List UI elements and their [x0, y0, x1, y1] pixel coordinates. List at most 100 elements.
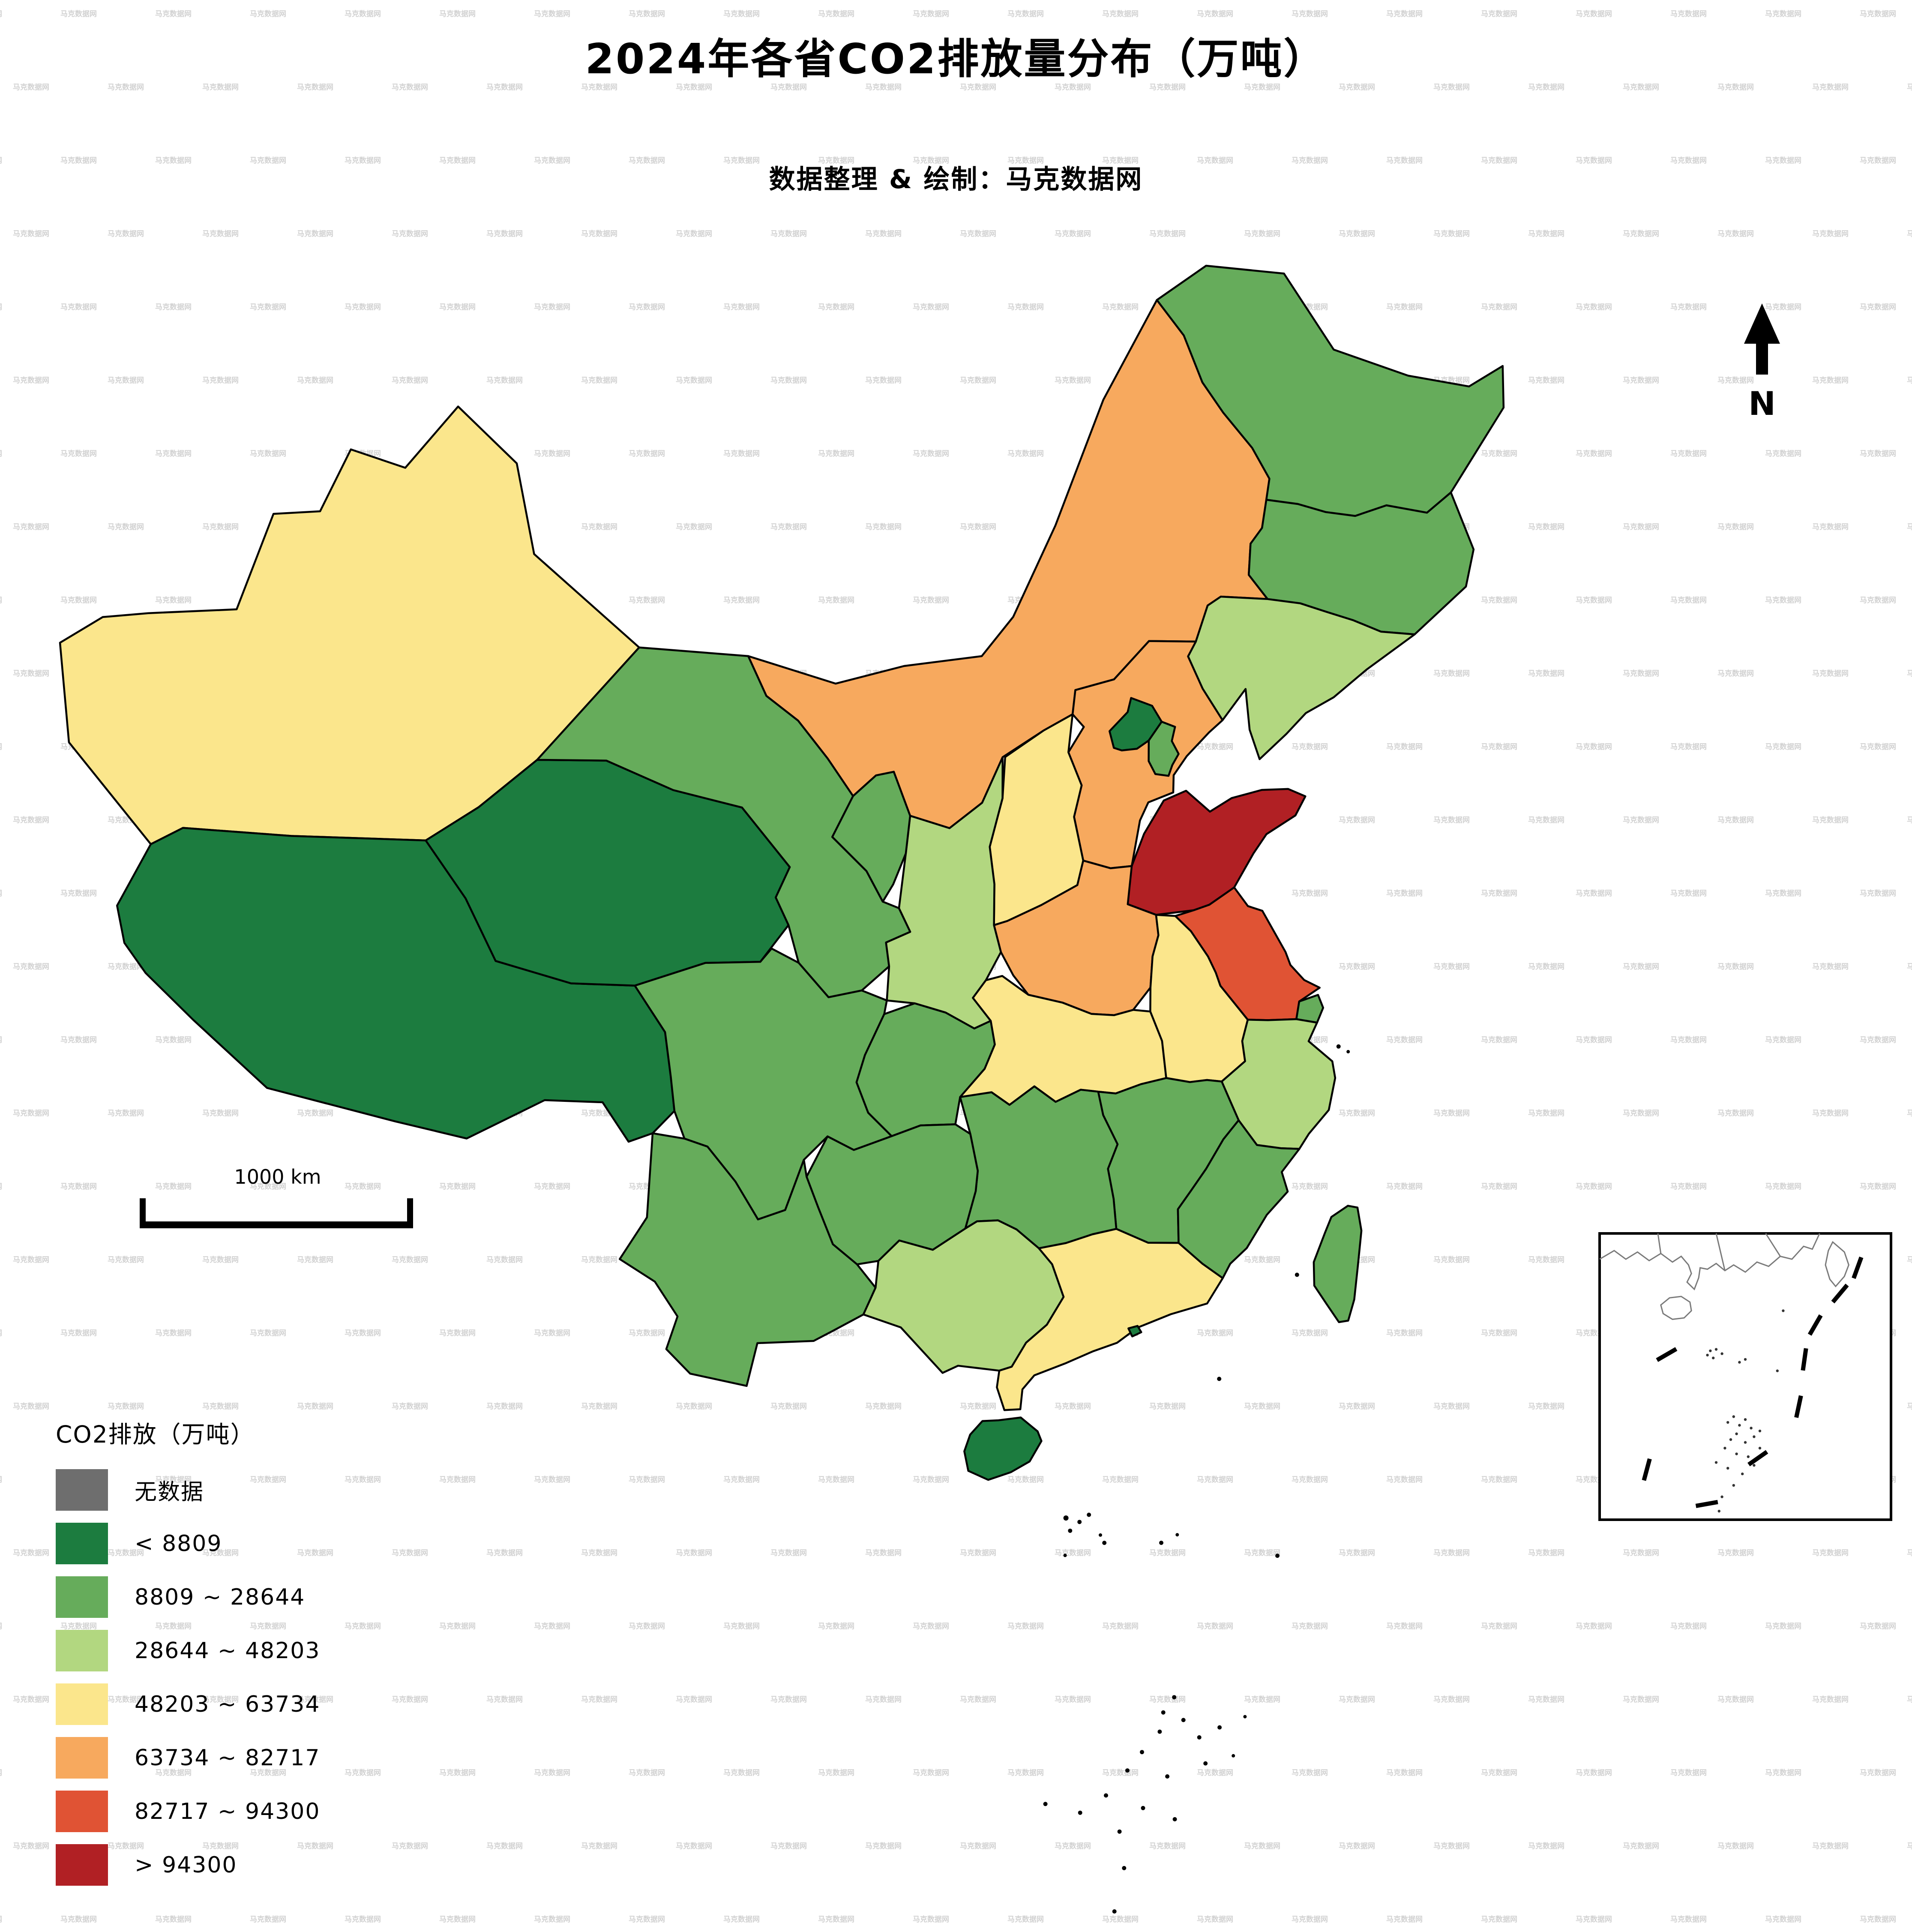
- island-dot: [1161, 1710, 1166, 1715]
- island-dot: [1172, 1817, 1177, 1821]
- legend: CO2排放（万吨） 无数据 < 8809 8809 ~ 28644 28644 ~ 4…: [56, 1415, 320, 1898]
- island-dot: [1175, 1533, 1179, 1537]
- inset-coastline: [1825, 1241, 1849, 1287]
- province-fujian: [1177, 1119, 1301, 1279]
- inset-island-dot: [1782, 1309, 1785, 1312]
- province-taiwan: [1313, 1205, 1363, 1323]
- inset-island-dot: [1744, 1418, 1747, 1421]
- legend-item-c2: 8809 ~ 28644: [56, 1576, 320, 1618]
- legend-swatch: [56, 1791, 108, 1832]
- island-dot: [1077, 1520, 1082, 1524]
- island-dot: [1102, 1541, 1107, 1545]
- inset-nine-dash: [1801, 1348, 1808, 1371]
- island-dot: [1141, 1806, 1145, 1810]
- province-hainan: [963, 1416, 1043, 1481]
- island-dot: [1068, 1528, 1073, 1533]
- legend-label: 82717 ~ 94300: [135, 1798, 321, 1824]
- island-dot: [1104, 1793, 1108, 1798]
- scale-bar-line: [140, 1221, 413, 1228]
- province-tianjin: [1148, 720, 1180, 777]
- inset-island-dot: [1706, 1353, 1709, 1357]
- inset-island-dot: [1709, 1349, 1712, 1353]
- islands-layer: [1043, 1044, 1350, 1914]
- inset-nine-dash: [1794, 1395, 1803, 1418]
- island-dot: [1232, 1754, 1235, 1758]
- legend-swatch: [56, 1844, 108, 1886]
- inset-island-dot: [1726, 1421, 1729, 1424]
- legend-item-c6: 82717 ~ 94300: [56, 1791, 320, 1832]
- legend-title: CO2排放（万吨）: [56, 1421, 255, 1448]
- legend-item-c0: 无数据: [56, 1469, 320, 1511]
- inset-island-dot: [1726, 1467, 1729, 1470]
- inset-nine-dash: [1747, 1450, 1768, 1467]
- island-dot: [1165, 1774, 1170, 1779]
- island-dot: [1217, 1725, 1222, 1730]
- island-dot: [1063, 1554, 1067, 1557]
- inset-nine-dash: [1852, 1256, 1864, 1279]
- island-dot: [1140, 1750, 1144, 1755]
- inset-island-dot: [1729, 1438, 1732, 1441]
- inset-island-dot: [1744, 1441, 1747, 1444]
- island-dot: [1112, 1909, 1117, 1914]
- north-arrow-head: [1744, 303, 1780, 344]
- inset-island-dot: [1738, 1361, 1741, 1364]
- scale-bar-label: 1000 km: [234, 1165, 321, 1188]
- inset-island-dot: [1753, 1464, 1756, 1467]
- island-dot: [1043, 1802, 1048, 1806]
- island-dot: [1172, 1695, 1177, 1700]
- page-title: 2024年各省CO2排放量分布（万吨）: [585, 35, 1327, 83]
- island-dot: [1117, 1829, 1122, 1834]
- scale-bar: 1000 km: [140, 1165, 413, 1228]
- inset-island-dot: [1750, 1427, 1753, 1430]
- province-ningxia: [831, 771, 911, 903]
- inset-island-dot: [1735, 1452, 1738, 1455]
- south-china-sea-inset: [1598, 1232, 1892, 1521]
- island-dot: [1125, 1768, 1130, 1773]
- province-layer: [59, 264, 1505, 1481]
- legend-label: > 94300: [135, 1852, 237, 1878]
- legend-label: 48203 ~ 63734: [135, 1691, 321, 1717]
- island-dot: [1099, 1533, 1102, 1537]
- island-dot: [1181, 1718, 1186, 1722]
- north-arrow-label: N: [1748, 384, 1776, 423]
- island-dot: [1336, 1044, 1341, 1049]
- province-jiangsu: [1174, 886, 1321, 1021]
- legend-item-c5: 63734 ~ 82717: [56, 1737, 320, 1779]
- inset-island-dot: [1747, 1455, 1750, 1458]
- inset-island-dot: [1714, 1348, 1718, 1351]
- province-xianggang: [1127, 1325, 1142, 1338]
- legend-label: 无数据: [135, 1479, 204, 1505]
- inset-nine-dash: [1831, 1284, 1849, 1304]
- legend-label: 28644 ~ 48203: [135, 1638, 321, 1664]
- legend-label: 63734 ~ 82717: [135, 1745, 321, 1771]
- inset-nine-dash: [1807, 1314, 1823, 1336]
- legend-item-c3: 28644 ~ 48203: [56, 1630, 320, 1671]
- legend-swatch: [56, 1469, 108, 1511]
- legend-label: < 8809: [135, 1530, 222, 1557]
- inset-island-dot: [1758, 1446, 1762, 1450]
- island-dot: [1275, 1554, 1280, 1558]
- legend-label: 8809 ~ 28644: [135, 1584, 306, 1610]
- legend-item-c4: 48203 ~ 63734: [56, 1683, 320, 1725]
- inset-island-dot: [1776, 1369, 1779, 1372]
- legend-swatch: [56, 1737, 108, 1779]
- legend-item-c7: > 94300: [56, 1844, 320, 1886]
- island-dot: [1197, 1735, 1202, 1740]
- inset-island-dot: [1723, 1446, 1726, 1450]
- province-guangdong: [996, 1228, 1224, 1411]
- legend-swatch: [56, 1576, 108, 1618]
- inset-island-dot: [1720, 1495, 1723, 1498]
- inset-island-dot: [1744, 1358, 1747, 1361]
- island-dot: [1157, 1729, 1162, 1734]
- north-arrow-icon: N: [1744, 303, 1780, 423]
- province-zhejiang: [1220, 1018, 1337, 1150]
- inset-island-dot: [1741, 1472, 1744, 1476]
- island-dot: [1346, 1050, 1350, 1053]
- legend-item-c1: < 8809: [56, 1523, 320, 1564]
- inset-coastline: [1599, 1233, 1820, 1290]
- inset-island-dot: [1738, 1424, 1741, 1427]
- island-dot: [1087, 1512, 1091, 1517]
- legend-swatch: [56, 1630, 108, 1671]
- island-dot: [1243, 1715, 1247, 1719]
